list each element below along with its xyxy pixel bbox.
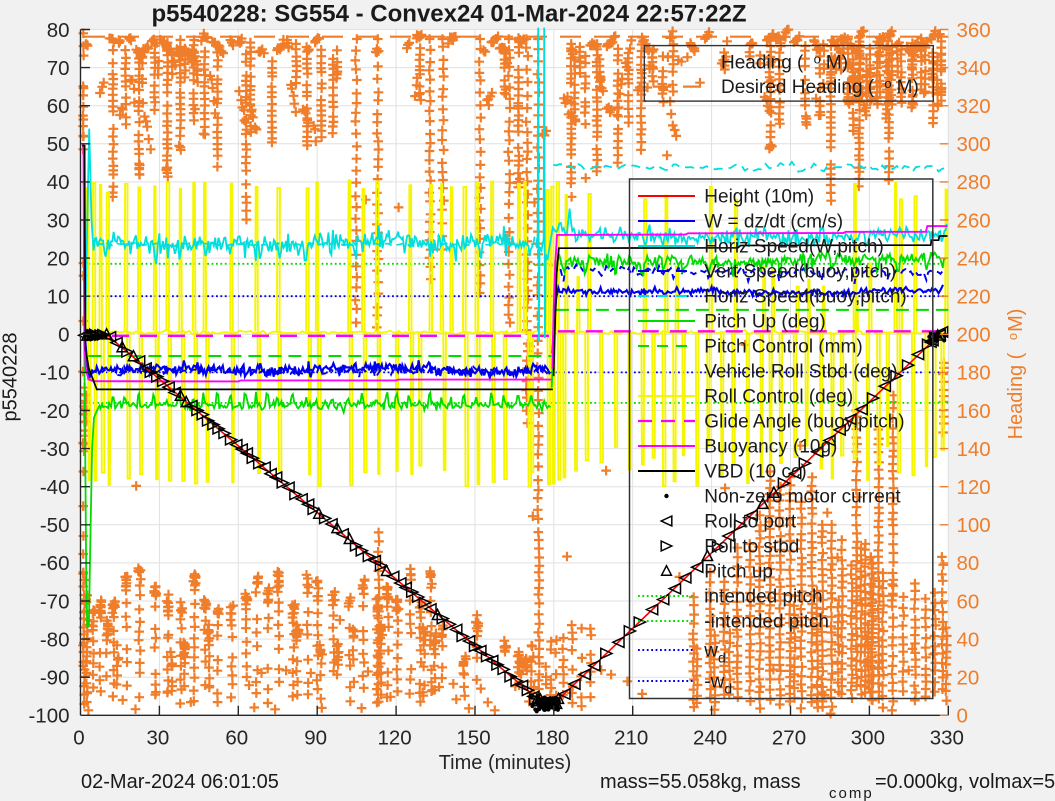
svg-text:-100: -100 [28, 705, 69, 728]
svg-text:140: 140 [957, 438, 991, 461]
svg-text:210: 210 [614, 726, 648, 749]
svg-text:Buoyancy (10g): Buoyancy (10g) [704, 437, 837, 458]
svg-text:-40: -40 [40, 476, 70, 499]
svg-text:p5540228: SG554 - Convex24 01-: p5540228: SG554 - Convex24 01-Mar-2024 2… [151, 1, 746, 28]
svg-text:280: 280 [957, 171, 991, 194]
svg-text:320: 320 [957, 95, 991, 118]
svg-text:VBD (10 cc): VBD (10 cc) [704, 462, 806, 483]
svg-text:40: 40 [957, 628, 980, 651]
svg-text:300: 300 [957, 133, 991, 156]
svg-text:Horiz Speed(buoy,pitch): Horiz Speed(buoy,pitch) [704, 287, 906, 308]
svg-text:30: 30 [146, 726, 169, 749]
svg-text:-70: -70 [40, 590, 70, 613]
svg-text:60: 60 [225, 726, 248, 749]
svg-text:70: 70 [47, 57, 70, 80]
svg-text:Heading ( oM): Heading ( oM) [1005, 309, 1027, 440]
svg-text:Heading ( oM): Heading ( oM) [721, 51, 848, 73]
svg-text:Height (10m): Height (10m) [704, 187, 814, 208]
svg-text:-90: -90 [40, 667, 70, 690]
svg-text:Non-zero motor current: Non-zero motor current [704, 487, 901, 508]
svg-text:W = dz/dt (cm/s): W = dz/dt (cm/s) [704, 212, 843, 233]
svg-text:340: 340 [957, 57, 991, 80]
svg-text:80: 80 [957, 552, 980, 575]
svg-text:0: 0 [957, 705, 968, 728]
svg-text:240: 240 [693, 726, 727, 749]
svg-text:-60: -60 [40, 552, 70, 575]
svg-text:220: 220 [957, 286, 991, 309]
svg-text:40: 40 [47, 171, 70, 194]
svg-text:100: 100 [957, 514, 991, 537]
svg-text:-80: -80 [40, 628, 70, 651]
svg-text:270: 270 [772, 726, 806, 749]
svg-text:p5540228: p5540228 [0, 333, 22, 422]
svg-text:120: 120 [377, 726, 411, 749]
svg-text:20: 20 [47, 247, 70, 270]
svg-text:80: 80 [47, 19, 70, 42]
svg-text:30: 30 [47, 209, 70, 232]
svg-text:Glide Angle (buoy,pitch): Glide Angle (buoy,pitch) [704, 412, 904, 433]
svg-text:180: 180 [535, 726, 569, 749]
svg-text:240: 240 [957, 247, 991, 270]
svg-text:-30: -30 [40, 438, 70, 461]
svg-text:02-Mar-2024 06:01:05: 02-Mar-2024 06:01:05 [81, 771, 279, 793]
svg-text:50: 50 [47, 133, 70, 156]
svg-text:-20: -20 [40, 400, 70, 423]
svg-text:Vert Speed(buoy,pitch): Vert Speed(buoy,pitch) [704, 262, 896, 283]
svg-text:300: 300 [851, 726, 885, 749]
svg-text:-10: -10 [40, 362, 70, 385]
svg-text:10: 10 [47, 286, 70, 309]
svg-text:150: 150 [456, 726, 490, 749]
svg-text:Vehicle Roll Stbd (deg): Vehicle Roll Stbd (deg) [704, 362, 897, 383]
svg-text:Roll to port: Roll to port [704, 512, 797, 533]
svg-text:330: 330 [930, 726, 964, 749]
svg-text:comp: comp [829, 785, 874, 801]
svg-text:200: 200 [957, 324, 991, 347]
svg-text:Pitch Control (mm): Pitch Control (mm) [704, 337, 862, 358]
svg-text:90: 90 [304, 726, 327, 749]
svg-text:-intended pitch: -intended pitch [704, 612, 829, 633]
svg-text:180: 180 [957, 362, 991, 385]
svg-text:20: 20 [957, 667, 980, 690]
svg-text:Time (minutes): Time (minutes) [439, 752, 572, 774]
svg-text:Pitch up: Pitch up [704, 562, 773, 583]
svg-text:60: 60 [957, 590, 980, 613]
svg-text:160: 160 [957, 400, 991, 423]
svg-text:120: 120 [957, 476, 991, 499]
svg-text:-50: -50 [40, 514, 70, 537]
svg-text:0: 0 [73, 726, 84, 749]
svg-text:60: 60 [47, 95, 70, 118]
svg-text:Desired Heading ( oM): Desired Heading ( o M) [721, 76, 919, 98]
svg-text:260: 260 [957, 209, 991, 232]
svg-text:Horiz Speed(W,pitch): Horiz Speed(W,pitch) [704, 237, 884, 258]
svg-text:Roll Control (deg): Roll Control (deg) [704, 387, 853, 408]
svg-text:=0.000kg, volmax=55.659L: =0.000kg, volmax=55.659L [875, 771, 1055, 793]
svg-text:Pitch Up (deg): Pitch Up (deg) [704, 312, 825, 333]
svg-text:Roll to stbd: Roll to stbd [704, 537, 799, 558]
svg-text:intended pitch: intended pitch [704, 587, 822, 608]
svg-text:0: 0 [58, 324, 69, 347]
svg-text:mass=55.058kg, mass: mass=55.058kg, mass [600, 771, 801, 793]
svg-text:360: 360 [957, 19, 991, 42]
